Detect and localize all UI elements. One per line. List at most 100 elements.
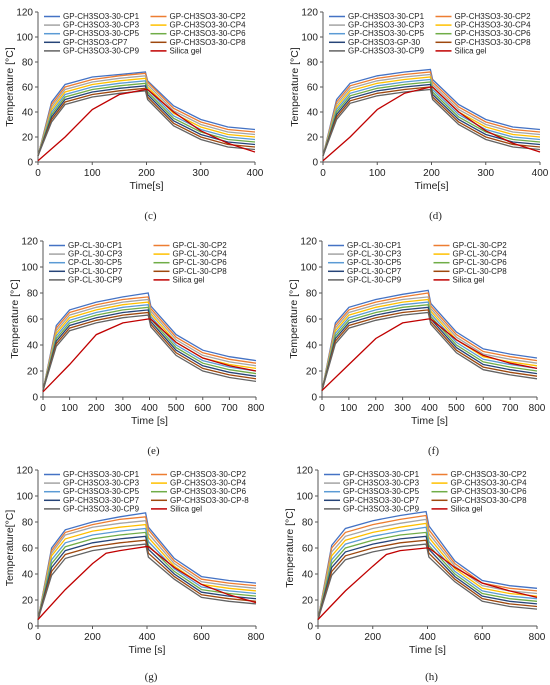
x-tick-label: 600	[194, 403, 211, 414]
x-tick-label: 100	[61, 403, 78, 414]
chart-panel-h: 0 20 40 60 80 100 120 0 200 400 600 800 Time [s] Temp…	[284, 466, 546, 684]
y-tick-label: 0	[27, 158, 33, 169]
series-line-silica-gel	[37, 88, 256, 162]
legend-label: GP-CH3SO3-30-CP5	[63, 29, 140, 38]
legend-label: GP-CH3SO3-30-CP6	[170, 29, 247, 38]
legend-label: GP-CL-30-CP1	[347, 241, 402, 250]
panel-caption: (h)	[425, 671, 438, 683]
legend-label: CP-CL-30-CP5	[68, 258, 122, 267]
x-tick-label: 400	[419, 632, 436, 643]
legend-label: GP-CH3SO3-30-CP4	[170, 21, 247, 30]
x-tick-label: 0	[35, 168, 41, 179]
x-tick-label: 300	[192, 168, 209, 179]
legend-label: GP-CH3SO3-30-CP1	[63, 470, 140, 479]
legend-label: GP-CH3SO3-30-CP4	[170, 479, 247, 488]
series-line-gp-cl-30-cp6	[321, 303, 538, 391]
y-tick-label: 120	[300, 237, 317, 248]
y-tick-label: 40	[27, 341, 39, 352]
x-tick-label: 200	[367, 403, 384, 414]
series-line-gp-cl-30-cp6	[42, 306, 257, 391]
series-line-gp-ch3so3-cp7	[37, 85, 256, 157]
y-tick-label: 20	[22, 133, 34, 144]
y-tick-label: 100	[16, 33, 33, 44]
x-tick-label: 0	[319, 403, 325, 414]
y-tick-label: 100	[301, 33, 318, 44]
y-tick-label: 100	[300, 263, 317, 274]
legend-label: GP-CH3SO3-30-CP4	[455, 21, 532, 30]
series-line-gp-ch3so3-30-cp5	[322, 78, 541, 156]
legend-label: GP-CL-30-CP5	[347, 258, 402, 267]
x-tick-label: 200	[138, 168, 155, 179]
legend-label: GP-CH3SO3-30-CP2	[455, 12, 532, 21]
legend-label: GP-CH3SO3-30-CP2	[451, 470, 528, 479]
series-line-gp-cl-30-cp2	[42, 296, 257, 391]
x-tick-label: 100	[84, 168, 101, 179]
x-tick-label: 800	[529, 403, 546, 414]
x-tick-label: 600	[474, 632, 491, 643]
x-axis-label: Time[s]	[129, 180, 163, 192]
series-line-gp-cl-30-cp3	[321, 296, 538, 391]
legend-label: GP-CH3SO3-30-CP5	[63, 487, 140, 496]
y-axis-label: Temperature [°C]	[4, 47, 16, 127]
legend-label: GP-CH3SO3-30-CP3	[343, 479, 420, 488]
x-tick-label: 600	[475, 403, 492, 414]
legend-label: GP-CL-30-CP7	[68, 267, 123, 276]
y-tick-label: 0	[32, 393, 38, 404]
series-line-gp-ch3so3-30-cp3	[37, 519, 257, 620]
series-line-gp-cl-30-cp8	[42, 311, 257, 391]
legend-label: GP-CL-30-CP9	[347, 275, 402, 284]
x-tick-label: 400	[139, 632, 156, 643]
legend-label: GP-CL-30-CP8	[453, 267, 508, 276]
x-axis-label: Time[s]	[414, 180, 448, 192]
legend-label: GP-CH3SO3-30-CP-8	[170, 496, 249, 505]
series-line-gp-ch3so3-30-cp3	[37, 75, 256, 156]
legend-label: GP-CL-30-CP4	[453, 250, 508, 259]
series-line-gp-cl-30-cp3	[42, 298, 257, 391]
legend-label: GP-CH3SO3-GP-30	[348, 38, 421, 47]
legend-label: GP-CH3SO3-30-CP6	[451, 487, 528, 496]
series-line-gp-ch3so3-30-cp2	[317, 514, 538, 620]
y-tick-label: 80	[307, 58, 319, 69]
y-tick-label: 40	[302, 570, 314, 581]
series-line-gp-ch3so3-30-cp3	[317, 518, 538, 620]
x-tick-label: 0	[315, 632, 321, 643]
chart-panel-g: 0 20 40 60 80 100 120 0 200 400 600 800 Time [s] Temp…	[4, 466, 265, 684]
legend-label: GP-CH3SO3-CP7	[63, 38, 128, 47]
series-line-silica-gel	[317, 547, 538, 620]
y-tick-label: 80	[306, 289, 318, 300]
x-axis-label: Time [s]	[411, 415, 448, 427]
x-tick-label: 200	[88, 403, 105, 414]
legend-label: GP-CH3SO3-30-CP2	[170, 12, 247, 21]
x-tick-label: 0	[320, 168, 326, 179]
y-tick-label: 20	[27, 367, 39, 378]
series-line-gp-ch3so3-30-cp9	[37, 90, 256, 157]
legend-label: GP-CL-30-CP4	[173, 250, 228, 259]
y-tick-label: 0	[27, 622, 33, 633]
x-tick-label: 300	[477, 168, 494, 179]
y-tick-label: 60	[307, 83, 319, 94]
series-line-cp-cl-30-cp5	[42, 303, 257, 391]
legend-label: GP-CH3SO3-30-CP8	[170, 38, 247, 47]
y-tick-label: 0	[312, 158, 318, 169]
series-line-gp-ch3so3-30-cp9	[317, 543, 538, 620]
series-line-gp-cl-30-cp2	[321, 292, 538, 391]
legend-label: GP-CH3SO3-30-CP3	[63, 479, 140, 488]
x-tick-label: 0	[40, 403, 46, 414]
legend-label: GP-CH3SO3-30-CP9	[63, 504, 140, 513]
y-tick-label: 40	[306, 341, 318, 352]
legend-label: GP-CH3SO3-30-CP6	[170, 487, 247, 496]
y-tick-label: 120	[301, 8, 318, 19]
y-axis-label: Temperature [°C]	[284, 508, 296, 588]
x-tick-label: 800	[529, 632, 546, 643]
legend-label: GP-CH3SO3-30-CP7	[343, 496, 420, 505]
series-line-silica-gel	[322, 86, 541, 162]
series-line-silica-gel	[42, 318, 257, 393]
y-tick-label: 0	[311, 393, 317, 404]
y-tick-label: 40	[22, 570, 34, 581]
legend-label: Silica gel	[173, 275, 205, 284]
legend-label: GP-CH3SO3-30-CP1	[348, 12, 425, 21]
y-axis-label: Temperature [°C]	[288, 279, 300, 359]
legend-label: Silica gel	[451, 504, 483, 513]
x-tick-label: 200	[364, 632, 381, 643]
legend-label: GP-CH3SO3-30-CP3	[63, 21, 140, 30]
